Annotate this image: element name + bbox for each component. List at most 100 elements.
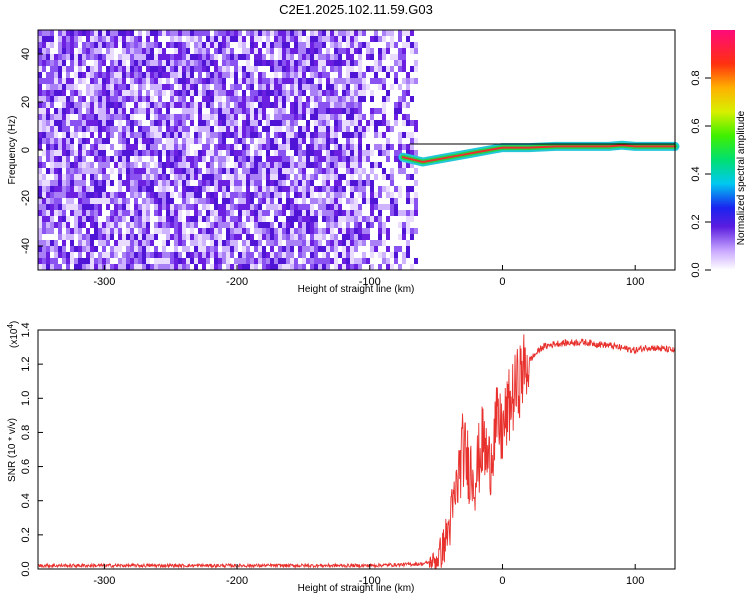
spectrogram-cell xyxy=(330,156,334,162)
spectrogram-cell xyxy=(278,204,282,210)
spectrogram-cell xyxy=(346,138,350,144)
spectrogram-cell xyxy=(146,162,150,168)
spectrogram-cell xyxy=(286,258,290,264)
spectrogram-cell xyxy=(202,84,206,90)
spectrogram-cell xyxy=(222,222,226,228)
spectrogram-cell xyxy=(414,186,418,192)
spectrogram-cell xyxy=(106,78,110,84)
spectrogram-cell xyxy=(74,246,78,252)
spectrogram-cell xyxy=(162,114,166,120)
spectrogram-cell xyxy=(290,240,294,246)
spectrogram-cell xyxy=(102,138,106,144)
spectrogram-cell xyxy=(198,186,202,192)
spectrogram-cell xyxy=(146,48,150,54)
spectrogram-cell xyxy=(150,30,154,36)
spectrogram-cell xyxy=(86,36,90,42)
spectrogram-cell xyxy=(130,138,134,144)
spectrogram-cell xyxy=(378,108,382,114)
spectrogram-cell xyxy=(266,156,270,162)
spectrogram-cell xyxy=(326,132,330,138)
spectrogram-cell xyxy=(366,138,370,144)
spectrogram-cell xyxy=(266,84,270,90)
spectrogram-cell xyxy=(310,144,314,150)
spectrogram-cell xyxy=(306,198,310,204)
spectrogram-cell xyxy=(306,108,310,114)
spectrogram-cell xyxy=(334,186,338,192)
spectrogram-cell xyxy=(38,66,42,72)
spectrogram-cell xyxy=(318,66,322,72)
snr-x-ticks: -300 -200 -100 0 100 xyxy=(93,564,644,587)
spectrogram-cell xyxy=(142,264,146,270)
snr-panel: -300 -200 -100 0 100 0.00.20.40.60.81.01.21.… xyxy=(6,321,676,594)
spectrogram-cell xyxy=(90,120,94,126)
spectrogram-cell xyxy=(286,168,290,174)
spectrogram-cell xyxy=(378,174,382,180)
spectrogram-cell xyxy=(294,180,298,186)
spectrogram-cell xyxy=(90,126,94,132)
spectrogram-cell xyxy=(86,198,90,204)
spectrogram-cell xyxy=(226,240,230,246)
spectrogram-cell xyxy=(214,72,218,78)
spectrogram-cell xyxy=(74,30,78,36)
spectrogram-cell xyxy=(298,234,302,240)
spectrogram-cell xyxy=(158,36,162,42)
spectrogram-cell xyxy=(374,168,378,174)
spectrogram-cell xyxy=(54,120,58,126)
spectrogram-cell xyxy=(330,234,334,240)
spectrogram-cell xyxy=(382,216,386,222)
spectrogram-cell xyxy=(206,132,210,138)
spectrogram-cell xyxy=(354,174,358,180)
spectrogram-cell xyxy=(406,258,410,264)
spectrogram-cell xyxy=(222,228,226,234)
spectrogram-cell xyxy=(398,42,402,48)
spectrogram-cell xyxy=(130,210,134,216)
spectrogram-cell xyxy=(210,30,214,36)
spectrogram-cell xyxy=(190,72,194,78)
spectrogram-cell xyxy=(326,84,330,90)
spectrogram-cell xyxy=(330,66,334,72)
spectrogram-cell xyxy=(202,36,206,42)
spectrogram-cell xyxy=(38,210,42,216)
spectrogram-cell xyxy=(386,186,390,192)
spectrogram-cell xyxy=(154,114,158,120)
spectrogram-cell xyxy=(90,210,94,216)
spectrogram-cell xyxy=(74,264,78,270)
spectrogram-cell xyxy=(322,60,326,66)
spectrogram-cell xyxy=(102,102,106,108)
spectrogram-cell xyxy=(94,252,98,258)
spectrogram-cell xyxy=(146,42,150,48)
spectrogram-cell xyxy=(386,192,390,198)
spectrogram-cell xyxy=(170,102,174,108)
spectrogram-cell xyxy=(286,30,290,36)
spectrogram-cell xyxy=(54,42,58,48)
spectrogram-cell xyxy=(270,180,274,186)
spectrogram-cell xyxy=(222,36,226,42)
spectrogram-cell xyxy=(366,204,370,210)
spectrogram-cell xyxy=(102,180,106,186)
spectrogram-cell xyxy=(126,54,130,60)
spectrogram-cell xyxy=(322,48,326,54)
spectrogram-cell xyxy=(306,120,310,126)
spectrogram-cell xyxy=(354,42,358,48)
spectrogram-cell xyxy=(350,210,354,216)
spectrogram-cell xyxy=(202,246,206,252)
spectrogram-cell xyxy=(150,108,154,114)
spectrogram-cell xyxy=(82,156,86,162)
spectrogram-cell xyxy=(154,210,158,216)
spectrogram-cell xyxy=(114,174,118,180)
spectrogram-cell xyxy=(202,42,206,48)
spectrogram-cell xyxy=(330,150,334,156)
spectrogram-cell xyxy=(350,102,354,108)
spectrogram-cell xyxy=(66,258,70,264)
spectrogram-cell xyxy=(262,222,266,228)
spectrogram-cell xyxy=(362,258,366,264)
spectrogram-cell xyxy=(278,174,282,180)
spectrogram-cell xyxy=(334,78,338,84)
spectrogram-cell xyxy=(138,48,142,54)
spectrogram-cell xyxy=(278,222,282,228)
spectrogram-cell xyxy=(218,96,222,102)
spectrogram-cell xyxy=(310,150,314,156)
spectrogram-cell xyxy=(374,210,378,216)
spectrogram-cell xyxy=(358,60,362,66)
spectrogram-cell xyxy=(162,156,166,162)
